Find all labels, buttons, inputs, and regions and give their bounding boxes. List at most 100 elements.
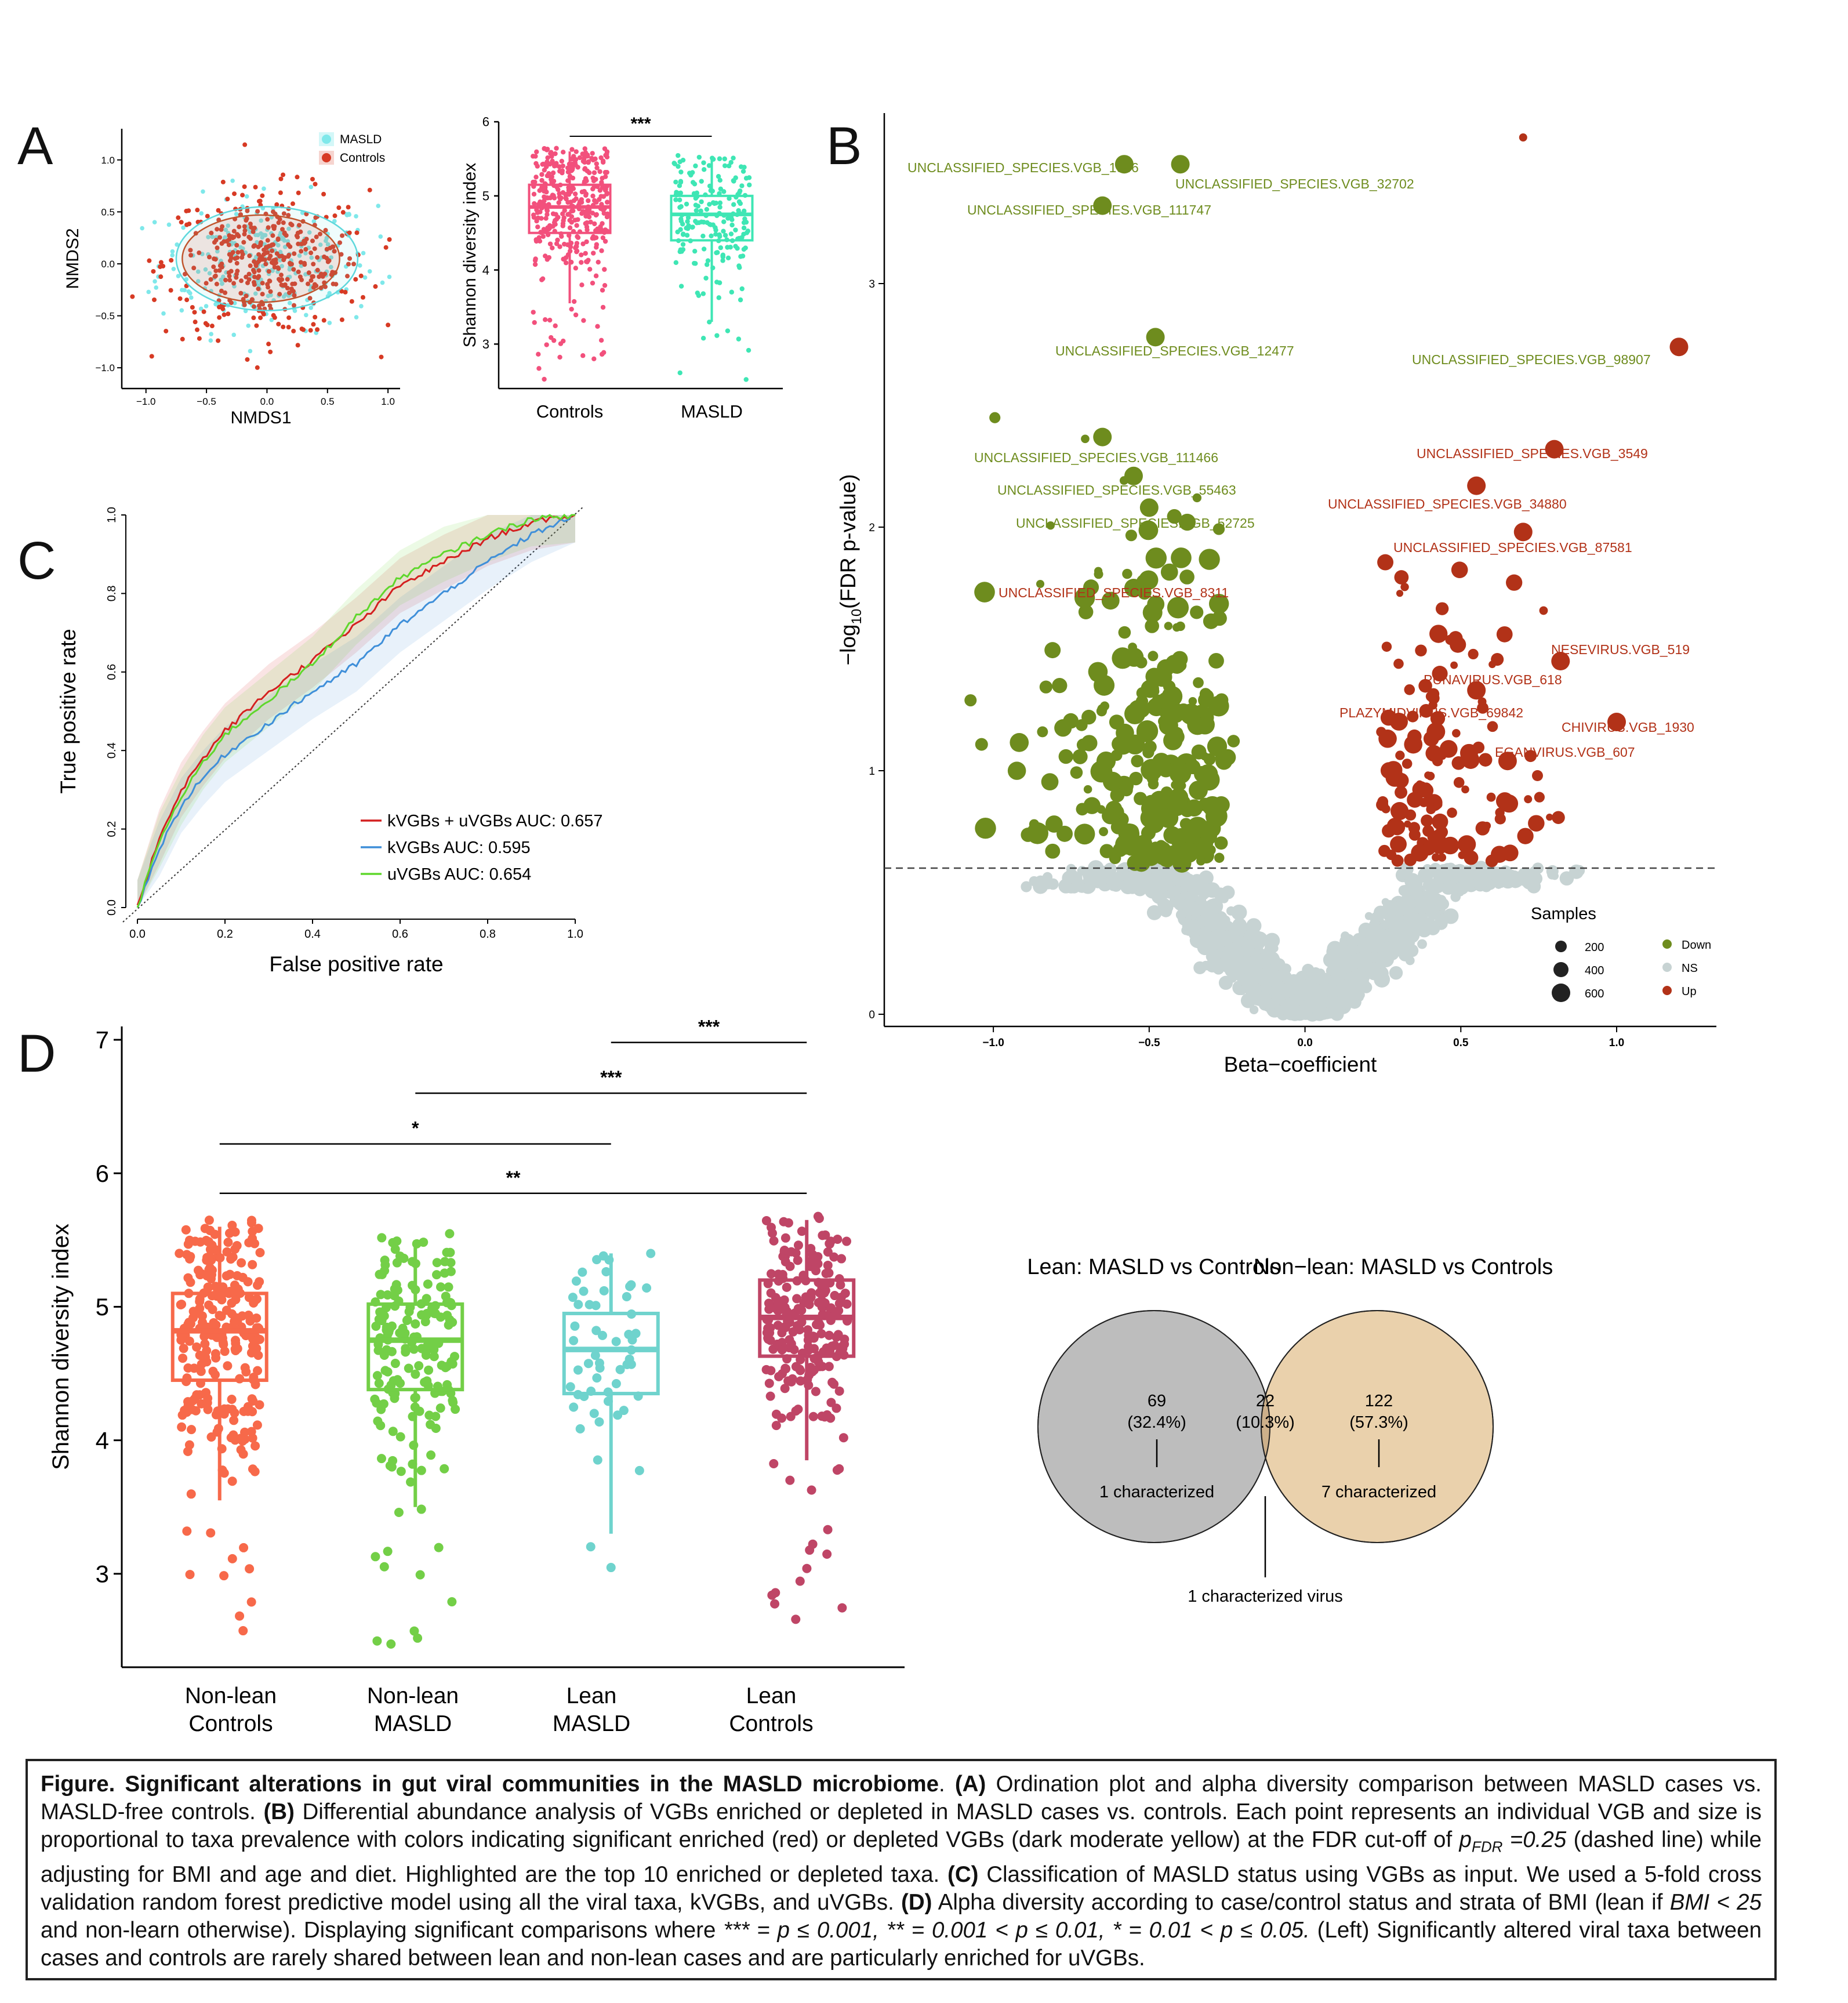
data-point bbox=[207, 1240, 217, 1250]
down-point bbox=[1160, 843, 1170, 852]
down-point bbox=[1159, 702, 1177, 720]
ns-point bbox=[1279, 1004, 1294, 1019]
ns-point bbox=[1212, 910, 1228, 926]
ns-point bbox=[1236, 954, 1245, 963]
down-point bbox=[1196, 708, 1214, 727]
data-point bbox=[404, 1363, 413, 1373]
controls-point bbox=[227, 274, 232, 279]
down-point bbox=[1212, 523, 1225, 535]
ns-point bbox=[1574, 865, 1585, 876]
up-point bbox=[1426, 747, 1439, 760]
data-point bbox=[248, 1396, 258, 1406]
ns-point bbox=[1278, 998, 1287, 1006]
data-point bbox=[561, 338, 566, 344]
down-point bbox=[1122, 568, 1132, 579]
controls-point bbox=[252, 243, 257, 248]
data-point bbox=[581, 318, 586, 323]
data-point bbox=[604, 214, 610, 220]
ns-point bbox=[1421, 899, 1437, 916]
ns-point bbox=[1365, 938, 1374, 948]
data-point bbox=[446, 1267, 456, 1276]
data-point bbox=[541, 227, 547, 232]
data-point bbox=[233, 1316, 242, 1326]
ns-point bbox=[1488, 867, 1495, 875]
ns-point bbox=[1264, 982, 1272, 992]
down-point bbox=[1175, 840, 1187, 852]
ns-point bbox=[1486, 872, 1502, 888]
masld-point bbox=[332, 219, 337, 224]
masld-point bbox=[305, 297, 310, 302]
data-point bbox=[539, 201, 544, 206]
data-point bbox=[591, 251, 596, 256]
down-point bbox=[1196, 705, 1210, 719]
ns-point bbox=[1265, 956, 1281, 973]
data-point bbox=[678, 180, 684, 185]
masld-point bbox=[323, 281, 328, 286]
data-point bbox=[440, 1464, 449, 1474]
ns-point bbox=[1255, 963, 1268, 977]
ns-point bbox=[1335, 997, 1352, 1014]
masld-point bbox=[188, 295, 194, 300]
ns-point bbox=[1084, 873, 1095, 884]
masld-point bbox=[198, 306, 204, 311]
ns-point bbox=[1273, 982, 1288, 999]
data-point bbox=[195, 1270, 205, 1280]
controls-point bbox=[311, 322, 316, 327]
controls-point bbox=[262, 257, 267, 262]
ns-point bbox=[1337, 968, 1347, 978]
ns-point bbox=[1359, 966, 1373, 979]
data-point bbox=[446, 1357, 456, 1367]
data-point bbox=[583, 191, 589, 197]
data-point bbox=[187, 1405, 197, 1414]
box-rect bbox=[528, 183, 612, 234]
data-point bbox=[561, 215, 567, 220]
data-point bbox=[735, 236, 740, 242]
ns-point bbox=[1148, 875, 1164, 891]
caption-title: Figure. Significant alterations in gut v… bbox=[41, 1772, 939, 1797]
ns-point bbox=[1222, 955, 1234, 967]
ns-point bbox=[1189, 874, 1205, 890]
up-point bbox=[1384, 761, 1403, 779]
data-point bbox=[444, 1320, 453, 1330]
down-point bbox=[1206, 833, 1217, 843]
data-point bbox=[227, 1476, 237, 1486]
masld-point bbox=[257, 303, 263, 307]
ns-point bbox=[1364, 912, 1373, 920]
controls-point bbox=[281, 172, 286, 177]
controls-point bbox=[332, 213, 337, 219]
controls-point bbox=[235, 232, 240, 237]
x-tick-label: 0.4 bbox=[304, 928, 321, 941]
controls-point bbox=[188, 248, 193, 253]
ns-point bbox=[1406, 921, 1416, 931]
data-point bbox=[542, 194, 547, 199]
ns-point bbox=[1290, 975, 1301, 986]
data-point bbox=[548, 151, 553, 156]
controls-point bbox=[238, 212, 243, 217]
x-tick-label: −1.0 bbox=[136, 396, 156, 407]
data-point bbox=[729, 238, 735, 244]
data-point bbox=[534, 149, 539, 155]
masld-point bbox=[219, 259, 223, 263]
x-tick-label: 0.6 bbox=[392, 928, 408, 941]
data-point bbox=[604, 149, 610, 154]
ns-point bbox=[1368, 970, 1379, 981]
ns-point bbox=[1221, 929, 1230, 939]
controls-point bbox=[284, 233, 289, 238]
caption-pfdr: pFDR =0.25 bbox=[1459, 1827, 1567, 1856]
masld-point bbox=[212, 275, 217, 281]
ns-point bbox=[1290, 1004, 1304, 1018]
ns-point bbox=[1147, 880, 1161, 895]
diagonal-reference bbox=[122, 506, 584, 923]
down-point bbox=[1188, 697, 1197, 706]
ns-point bbox=[1305, 1007, 1320, 1022]
masld-point bbox=[259, 218, 264, 223]
down-point bbox=[1132, 854, 1150, 872]
controls-point bbox=[222, 239, 227, 244]
ns-point bbox=[1346, 944, 1362, 960]
controls-point bbox=[315, 255, 320, 260]
taxon-label: UNCLASSIFIED_SPECIES.VGB_111466 bbox=[974, 450, 1218, 465]
data-point bbox=[543, 229, 549, 234]
controls-point bbox=[271, 258, 276, 263]
down-point bbox=[1215, 751, 1229, 765]
